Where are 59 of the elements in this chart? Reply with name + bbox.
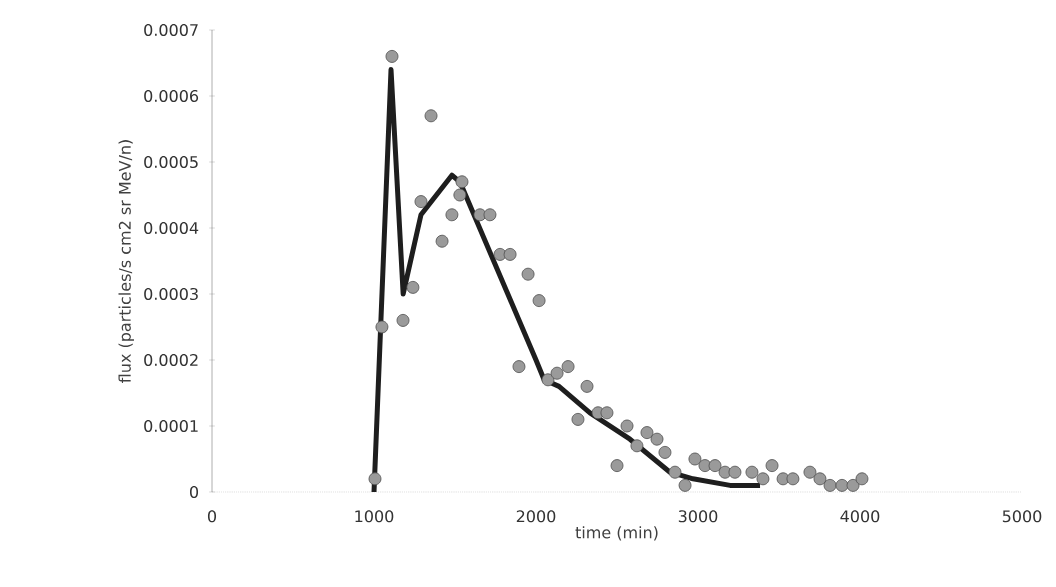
x-tick-label: 4000 [840, 510, 880, 523]
y-tick-label: 0 [189, 485, 199, 499]
y-tick-label: 0.0001 [144, 419, 198, 433]
x-tick-label: 3000 [678, 510, 718, 523]
point [650, 432, 664, 446]
x-axis-title: time (min) [575, 526, 658, 541]
point [688, 452, 702, 466]
point [708, 459, 722, 472]
point [550, 366, 564, 380]
point [571, 413, 585, 426]
point [745, 465, 759, 479]
point [658, 446, 672, 459]
point [375, 320, 389, 334]
point [424, 109, 438, 123]
y-tick-label: 0.0004 [144, 221, 199, 235]
point [532, 294, 546, 307]
point [678, 479, 692, 492]
point [396, 314, 410, 327]
point [803, 465, 817, 479]
y-tick-label: 0.0007 [144, 23, 198, 37]
point [630, 439, 644, 453]
point [435, 234, 449, 248]
point [445, 208, 459, 222]
x-tick-label: 2000 [516, 510, 556, 523]
y-tick-label: 0.0002 [144, 353, 198, 367]
point [453, 188, 467, 202]
y-tick-label: 0.0006 [144, 89, 199, 103]
point [855, 472, 869, 486]
y-axis-title: flux (particles/s cm2 sr MeV/n) [118, 140, 134, 383]
point [756, 472, 770, 486]
x-tick-label: 0 [207, 510, 217, 523]
y-tick-label: 0.0003 [144, 287, 198, 301]
point [610, 459, 624, 472]
point [455, 175, 469, 189]
point [385, 50, 399, 63]
point [414, 195, 428, 208]
point [640, 426, 654, 439]
point [406, 281, 420, 294]
point [668, 465, 682, 479]
point [521, 267, 535, 281]
point [512, 360, 526, 373]
x-tick-label: 1000 [355, 510, 394, 523]
point [541, 373, 555, 387]
point [823, 479, 837, 492]
point [503, 248, 517, 261]
point [620, 419, 634, 433]
point [765, 459, 779, 472]
point [561, 360, 575, 373]
point [600, 406, 614, 420]
point [813, 472, 827, 486]
y-tick-label: 0.0005 [144, 155, 198, 169]
point [368, 472, 382, 486]
point [786, 472, 800, 486]
point [580, 380, 594, 393]
point [728, 465, 742, 479]
point [846, 479, 860, 492]
point [483, 208, 497, 222]
x-tick-label: 5000 [1002, 510, 1042, 523]
point [835, 479, 849, 492]
